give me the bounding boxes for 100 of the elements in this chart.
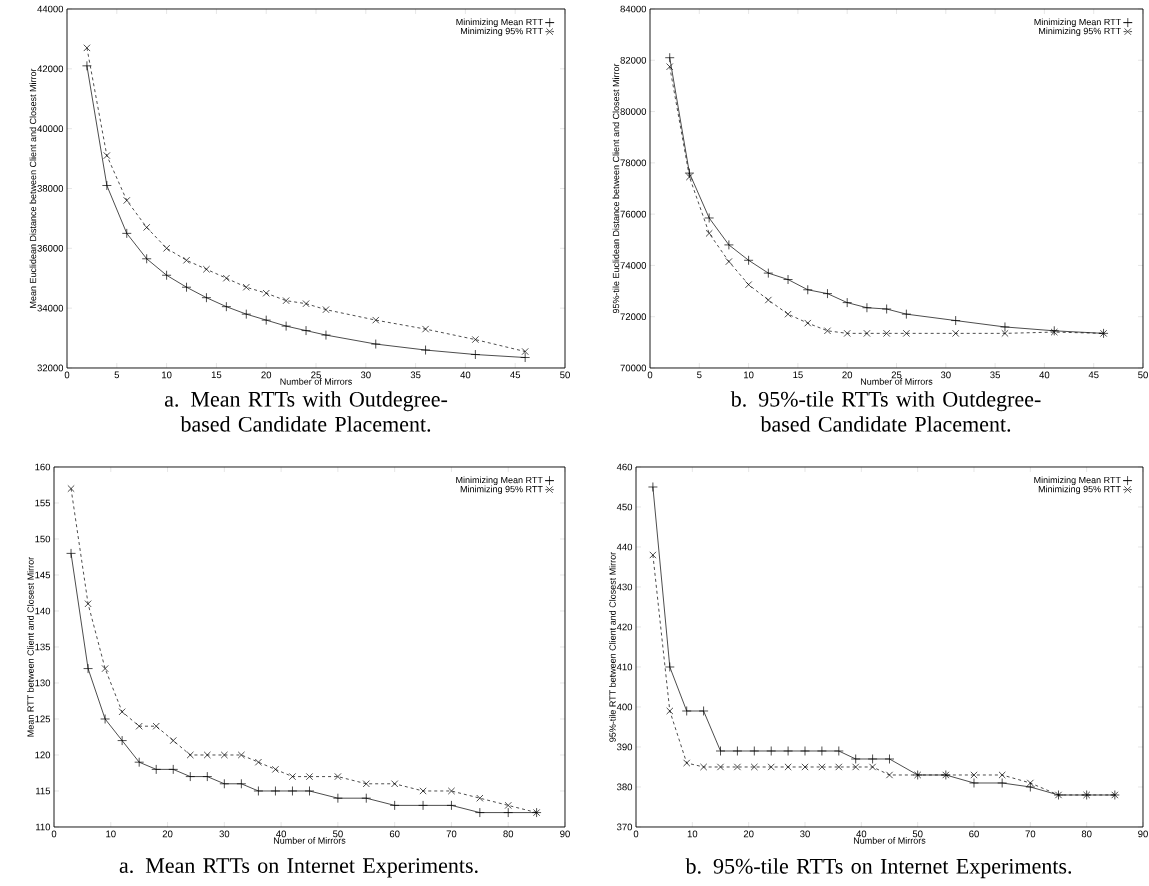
- y-tick-label: 74000: [620, 262, 647, 269]
- y-tick-label: 84000: [620, 5, 647, 13]
- point: [784, 763, 792, 771]
- point: [389, 800, 400, 811]
- point: [221, 301, 232, 312]
- point: [372, 316, 380, 324]
- point: [835, 763, 843, 771]
- y-tick-label: 460: [616, 463, 633, 471]
- point: [842, 297, 853, 308]
- point: [237, 751, 245, 759]
- point: [152, 722, 160, 730]
- point: [201, 292, 212, 303]
- point: [764, 296, 772, 304]
- point: [123, 196, 131, 204]
- point: [471, 336, 479, 344]
- point: [242, 283, 250, 291]
- legend-label: Minimizing Mean RTT: [1034, 476, 1121, 485]
- y-tick-label: 80000: [620, 108, 647, 115]
- x-tick-label: 20: [743, 830, 754, 838]
- point: [282, 297, 290, 305]
- point: [370, 339, 381, 349]
- point: [704, 213, 715, 223]
- point: [163, 244, 171, 252]
- y-tick-label: 420: [616, 623, 633, 631]
- point: [321, 330, 331, 340]
- point: [763, 268, 774, 278]
- point: [715, 746, 726, 756]
- y-tick-label: 125: [35, 715, 51, 723]
- y-tick-label: 38000: [37, 185, 64, 192]
- point: [418, 800, 428, 811]
- y-axis-title: 95%-tile Euclidean Distance between Client and Closest Mirror: [612, 63, 620, 314]
- point: [1025, 782, 1036, 792]
- text: a. Mean RTTs with Outdegree-based Candidate Placement.: [164, 391, 448, 432]
- point: [666, 63, 674, 71]
- point: [901, 309, 912, 319]
- point: [852, 763, 860, 771]
- x-tick-label: 80: [1081, 830, 1092, 838]
- point: [750, 763, 758, 771]
- point: [698, 706, 709, 716]
- x-tick-label: 25: [891, 371, 902, 379]
- point: [725, 258, 733, 266]
- point: [850, 754, 861, 764]
- point: [135, 722, 143, 730]
- point: [884, 754, 895, 764]
- point: [783, 274, 793, 285]
- point: [143, 223, 151, 231]
- y-tick-label: 155: [35, 499, 51, 507]
- point: [202, 265, 210, 273]
- x-tick-label: 40: [856, 830, 867, 838]
- y-tick-label: 440: [616, 543, 633, 551]
- x-tick-label: 10: [744, 371, 754, 379]
- legend-label: Minimizing 95% RTT: [1039, 27, 1121, 36]
- point: [476, 794, 484, 802]
- point: [503, 807, 514, 818]
- y-tick-label: 115: [36, 787, 51, 795]
- point: [732, 746, 743, 756]
- y-tick-label: 430: [616, 583, 633, 591]
- point: [100, 714, 110, 724]
- y-tick-label: 44000: [37, 5, 64, 13]
- y-tick-label: 34000: [37, 304, 64, 312]
- point: [833, 746, 844, 756]
- point: [419, 787, 427, 795]
- point: [664, 52, 675, 63]
- y-tick-label: 40000: [37, 125, 64, 133]
- point: [649, 551, 657, 559]
- x-tick-label: 45: [1088, 371, 1099, 379]
- y-tick-label: 78000: [620, 159, 647, 167]
- x-tick-label: 10: [106, 830, 116, 838]
- text: a. Mean RTTs on Internet Experiments.: [119, 858, 478, 878]
- point: [202, 771, 213, 782]
- y-tick-label: 380: [616, 783, 633, 791]
- point: [823, 327, 832, 335]
- x-axis-title: Number of Mirrors: [860, 378, 933, 385]
- point: [219, 778, 230, 789]
- x-tick-label: 10: [162, 371, 172, 379]
- x-tick-label: 50: [1138, 371, 1148, 379]
- point: [67, 485, 75, 493]
- point: [716, 763, 725, 771]
- point: [391, 780, 399, 788]
- point: [83, 663, 93, 674]
- point: [648, 482, 658, 492]
- point: [881, 304, 892, 314]
- point: [236, 778, 247, 789]
- x-axis-title: Number of Mirrors: [280, 378, 352, 385]
- point: [304, 786, 315, 796]
- point: [863, 329, 871, 337]
- point: [521, 348, 529, 356]
- point: [869, 763, 877, 771]
- point: [681, 706, 692, 716]
- x-tick-label: 35: [410, 371, 421, 379]
- x-tick-label: 90: [560, 830, 570, 838]
- x-tick-label: 0: [647, 371, 653, 379]
- x-tick-label: 20: [842, 371, 853, 379]
- point: [270, 786, 281, 796]
- point: [82, 60, 92, 71]
- x-tick-label: 30: [800, 830, 810, 838]
- point: [422, 325, 430, 333]
- y-axis-title: 95%-tile RTT between Client and Closest Mirror: [609, 551, 616, 742]
- point: [254, 758, 262, 766]
- x-tick-label: 60: [969, 830, 979, 838]
